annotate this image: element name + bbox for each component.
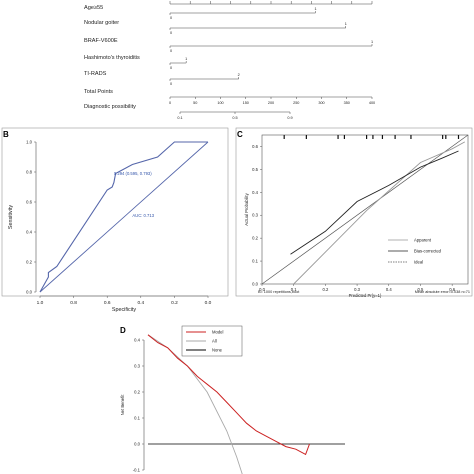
roc-y-label: Sensitivity [8,205,14,230]
calibration-y-tick-label: 0.6 [252,144,258,149]
decision-y-tick-label: 0.3 [134,364,140,369]
panel-d-letter: D [120,326,126,335]
decision-y-tick-label: 0.1 [134,416,140,421]
calibration-footnote-right: Mean absolute error=0.038 n=71 [415,290,470,294]
nomogram-row-label: Age≥55 [84,5,103,11]
calibration-y-tick-label: 0.4 [252,190,258,195]
total-points-tick-label: 250 [293,101,299,105]
calibration-y-label: Actual Probability [244,192,249,225]
roc-x-label: Specificity [112,307,137,313]
roc-cutoff-annotation: 0.294 (0.595, 0.793) [114,171,152,176]
calibration-y-tick-label: 0.0 [252,282,258,287]
calibration-x-tick-label: 0.1 [291,287,297,292]
calibration-legend-label: Bias-corrected [414,249,442,254]
roc-diagonal-line [39,141,209,293]
nomogram-row-low: 0 [170,66,172,70]
roc-y-tick-label: 0.6 [26,200,32,205]
roc-auc-annotation: AUC: 0.713 [132,213,154,218]
probability-tick-label: 0.5 [232,116,237,120]
calibration-legend-label: Ideal [414,260,423,265]
nomogram-row-label: BRAF-V600E [84,38,118,44]
calibration-curve-panel: 0.0 0.1 0.2 0.3 0.4 0.5 0.6 0.0 0.1 0.2 0.3 0.4 0.5 0… [244,134,470,298]
total-points-tick-label: 150 [243,101,249,105]
calibration-y-tick-label: 0.2 [252,236,258,241]
roc-x-tick-label: 0.2 [171,300,178,306]
nomogram-row-low: 0 [170,31,172,35]
roc-x-tick-label: 0.0 [205,300,212,306]
calibration-footnote-left: B= 1000 repetitions,boot [258,290,300,294]
decision-legend-label: All [212,339,217,344]
calibration-ideal-line [261,134,469,285]
decision-y-tick-label: 0.2 [134,390,140,395]
calibration-x-tick-label: 0.3 [354,287,360,292]
calibration-apparent-line [293,141,466,285]
total-points-tick-label: 300 [318,101,324,105]
calibration-y-tick-label: 0.5 [252,167,258,172]
roc-curve-panel: 0.0 0.2 0.4 0.6 0.8 1.0 1.0 0.8 0.6 0.4 0.2 0.0 Spec… [8,140,212,314]
nomogram-row-label: TI-RADS [84,71,107,77]
decision-legend-label: Model [212,330,223,335]
calibration-x-tick-label: 0.4 [386,287,392,292]
calibration-y-tick-label: 0.1 [252,259,258,264]
nomogram-row-low: 0 [170,16,172,20]
decision-y-tick-label: -0.1 [133,468,141,473]
total-points-label: Total Points [84,89,113,95]
nomogram-row-high: 2 [238,73,240,77]
nomogram-row-low: 0 [170,49,172,53]
probability-tick-label: 0.9 [287,116,292,120]
total-points-tick-label: 50 [193,101,197,105]
decision-legend-label: None [212,348,223,353]
diagnostic-possibility-label: Diagnostic possibility [84,104,136,110]
roc-x-tick-label: 1.0 [37,300,44,306]
panel-c-letter: C [237,130,243,139]
total-points-tick-label: 200 [268,101,274,105]
panel-b-letter: B [3,130,9,139]
calibration-bias-corrected-line [290,150,459,255]
calibration-panel-frame [235,127,473,297]
total-points-tick-label: 100 [217,101,223,105]
decision-model-line [147,334,310,456]
decision-y-tick-label: 0.4 [134,338,140,343]
calibration-y-tick-label: 0.3 [252,213,258,218]
roc-x-tick-label: 0.4 [137,300,144,306]
calibration-x-tick-label: 0.6 [449,287,455,292]
total-points-tick-label: 400 [369,101,375,105]
calibration-x-label: Predicted Pr{y=1} [349,293,382,298]
calibration-x-tick-label: 0.0 [259,287,265,292]
total-points-tick-label: 350 [344,101,350,105]
roc-y-tick-label: 0.8 [26,170,32,175]
nomogram-row-label: Hashimoto's thyroiditis [84,55,140,61]
nomogram-row-high: 1 [371,40,373,44]
roc-y-tick-label: 0.4 [26,230,32,235]
roc-curve-line [39,141,208,293]
nomogram-row-low: 0 [170,82,172,86]
nomogram-row-label: Nodular goiter [84,20,119,26]
nomogram-panel: Age≥55 0 1 Nodular goiter 0 1 BRAF-V600E 0 1 Hash… [84,1,375,120]
calibration-plot-frame [261,134,469,285]
decision-y-label: Net Benefit [120,394,125,416]
calibration-x-tick-label: 0.5 [418,287,424,292]
roc-x-tick-label: 0.8 [70,300,77,306]
calibration-legend-label: Apparent [414,238,432,243]
roc-y-tick-label: 0.2 [26,260,32,265]
decision-y-tick-label: 0.0 [134,442,140,447]
decision-curve-panel: -0.1 0.0 0.1 0.2 0.3 0.4 Net Benefit Model All No… [120,325,345,474]
nomogram-row-high: 1 [185,57,187,61]
roc-y-tick-label: 1.0 [26,140,32,145]
total-points-tick-label: 0 [169,101,171,105]
roc-x-tick-label: 0.6 [104,300,111,306]
nomogram-row-high: 1 [314,7,316,11]
calibration-x-tick-label: 0.2 [322,287,328,292]
probability-tick-label: 0.1 [177,116,182,120]
nomogram-row-high: 1 [345,22,347,26]
roc-y-tick-label: 0.0 [26,290,32,295]
